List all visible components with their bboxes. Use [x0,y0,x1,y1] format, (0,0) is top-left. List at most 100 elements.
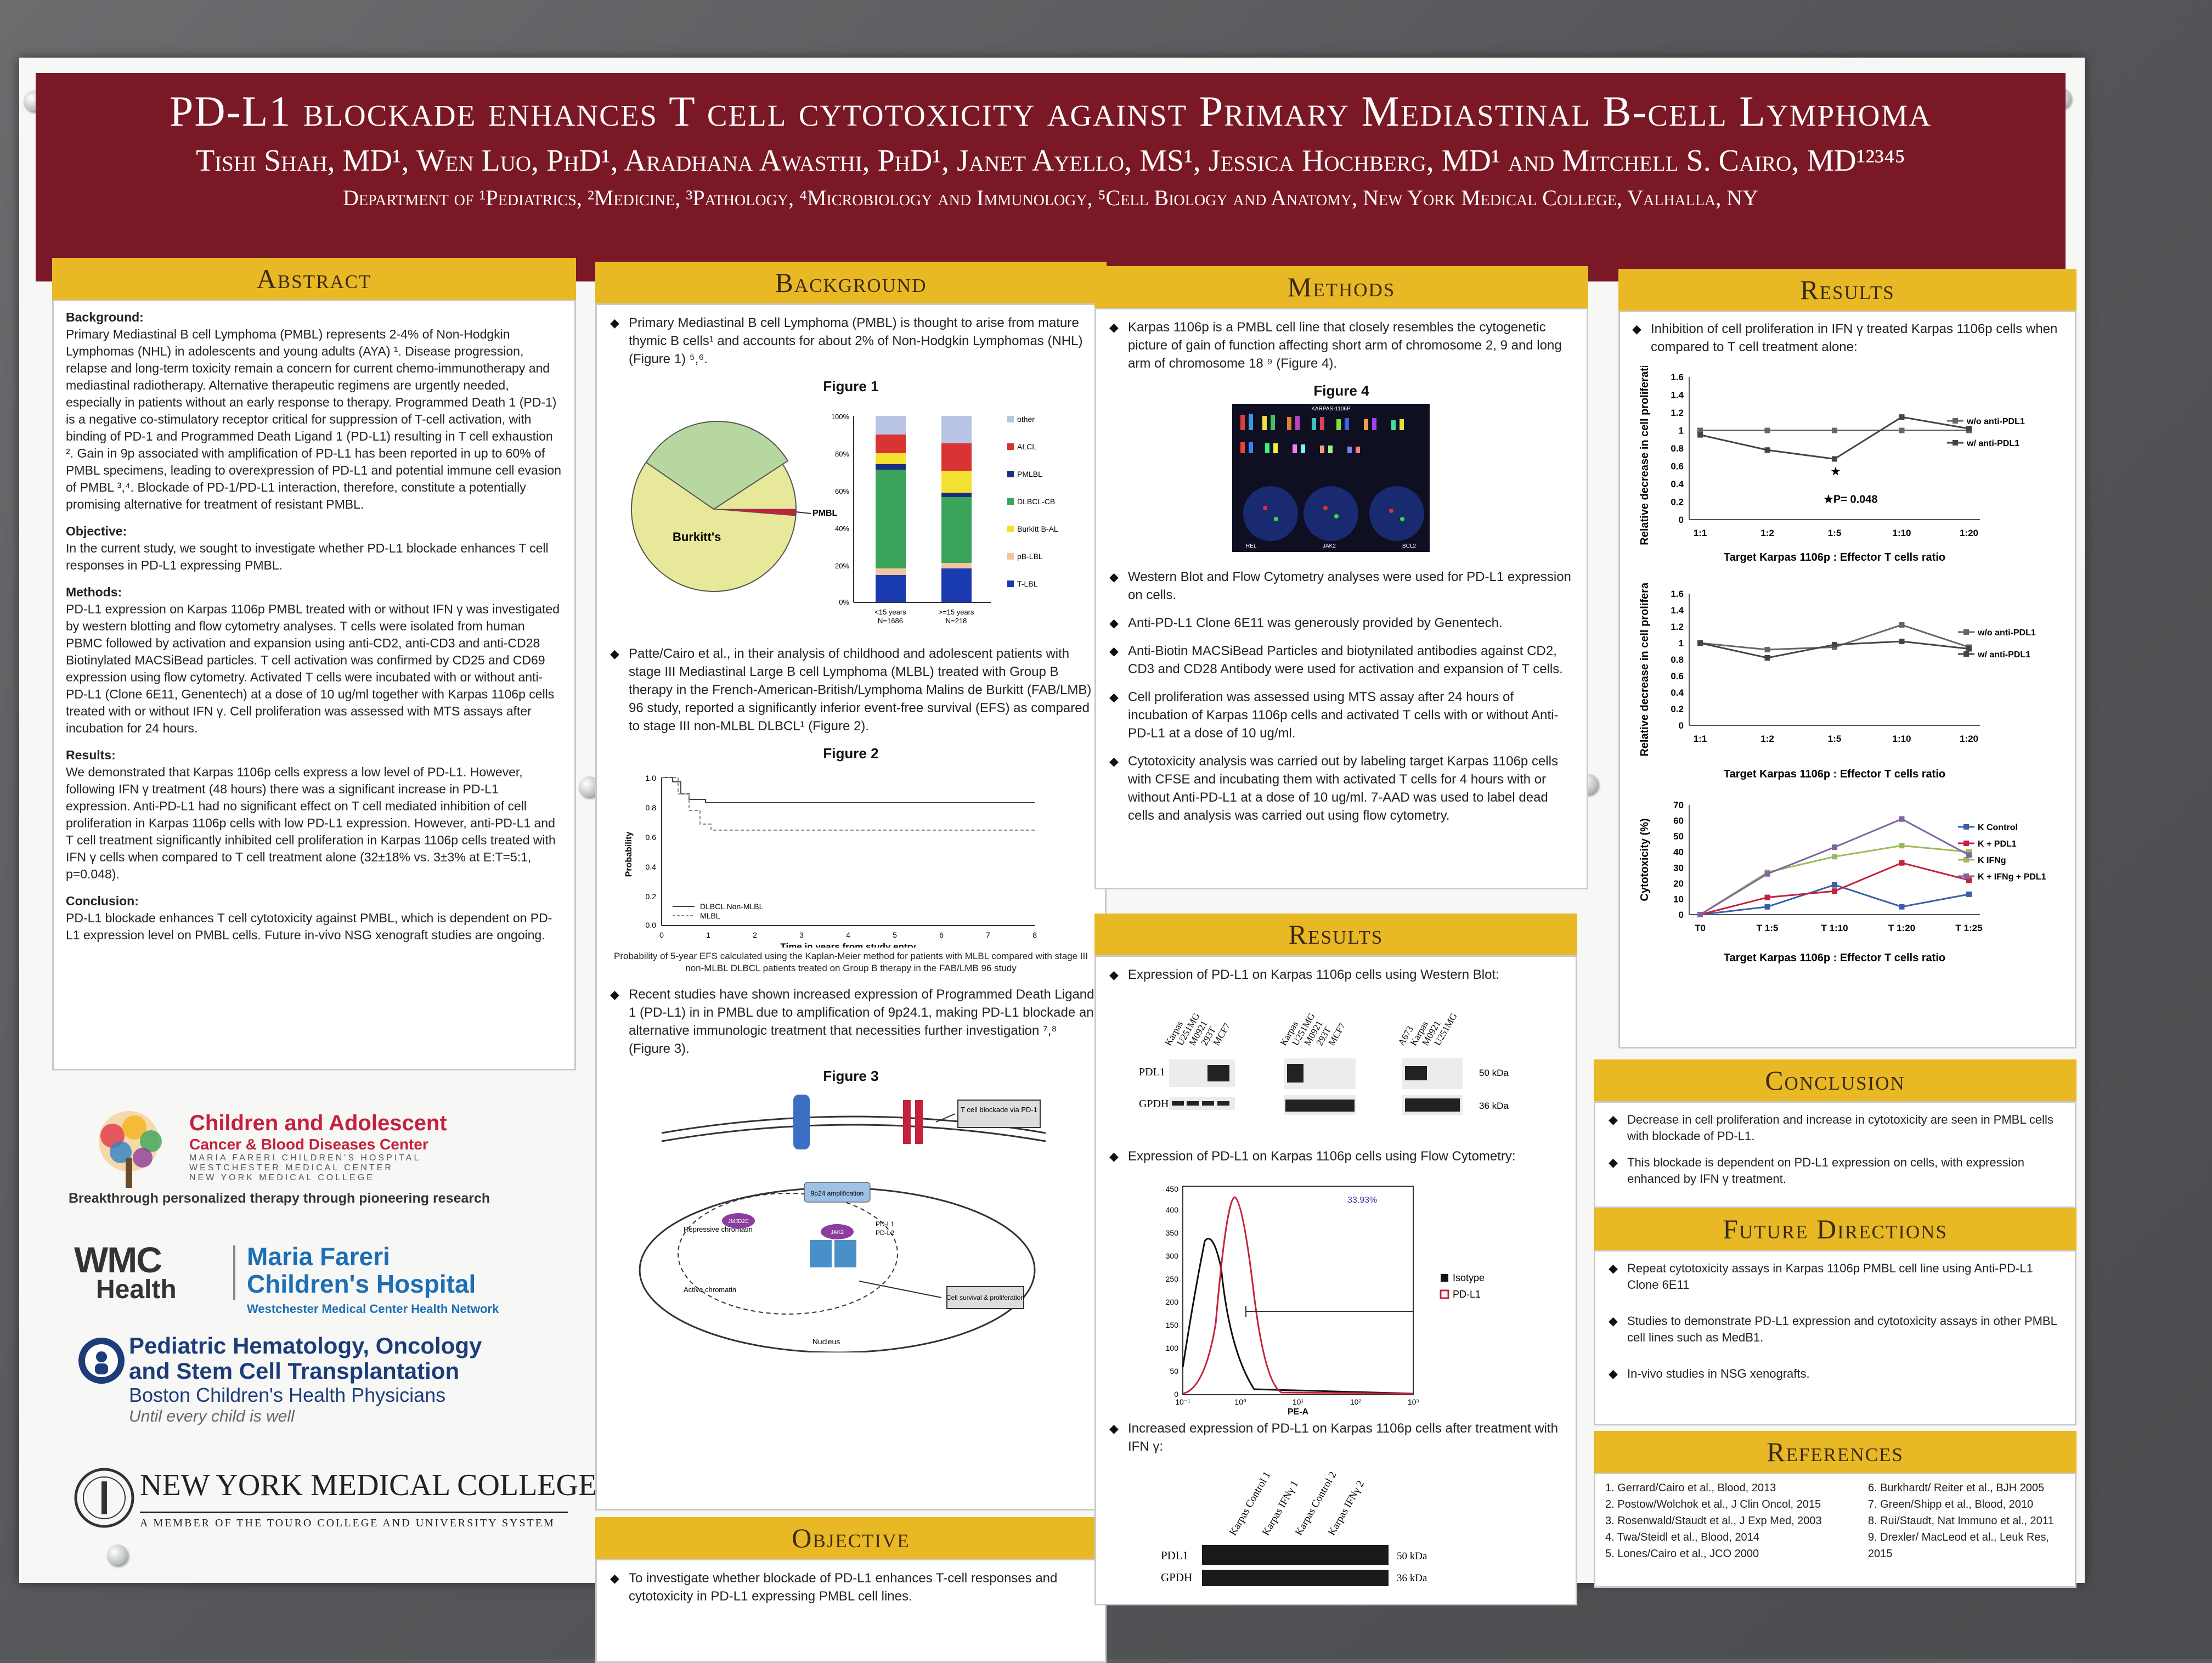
abstract-column: Abstract Background: Primary Mediastinal… [52,258,597,1564]
figure1-title: Figure 1 [823,378,879,394]
svg-text:0.2: 0.2 [646,892,657,901]
fig3-tcell-label: T cell blockade via PD-1 [961,1106,1037,1114]
cacbd-line1: Children and Adolescent [189,1111,447,1135]
mfch-line2: Children's Hospital [247,1270,476,1298]
y-tick-label: 10 [1673,894,1684,904]
y-tick-label: 0 [1679,720,1684,731]
abstract-background-text: Primary Mediastinal B cell Lymphoma (PMB… [66,327,562,511]
flow-ytick-50: 50 [1170,1367,1178,1376]
data-point [1966,849,1972,855]
fig4-bcl2: BCL2 [1402,543,1416,549]
results-flow-bullet: Expression of PD-L1 on Karpas 1106p cell… [1106,1147,1566,1165]
methods-column: Methods Karpas 1106p is a PMBL cell line… [1094,266,1588,1605]
figure2-caption: Probability of 5-year EFS calculated usi… [614,951,1088,973]
data-point [1764,894,1770,900]
data-point [1832,882,1837,888]
ifn-kda-50: 50 kDa [1397,1551,1427,1562]
fig3-amp-label: 9p24 amplification [811,1190,864,1197]
svg-text:2: 2 [753,931,757,939]
phos-line1: Pediatric Hematology, Oncology [129,1333,482,1358]
x-tick-label: 1:10 [1892,528,1911,538]
flow-ytick-350: 350 [1166,1228,1179,1237]
significance-note: ★P= 0.048 [1824,494,1878,506]
legend-marker [1963,857,1969,862]
flow-ytick-250: 250 [1166,1275,1179,1283]
ifn-pdl1-label: PDL1 [1161,1549,1189,1562]
abstract-results-label: Results: [66,748,116,762]
objective-header: Objective [595,1517,1107,1559]
data-point [1764,427,1770,433]
km-legend-1: DLBCL Non-MLBL [700,902,764,911]
logo-divider [233,1245,235,1300]
legend-burkitt: Burkitt B-AL [1017,525,1058,533]
cacbd-tagline: Breakthrough personalized therapy throug… [69,1191,490,1206]
phos-line2: and Stem Cell Transplantation [129,1358,460,1384]
y-tick-label: 0.4 [1671,687,1684,698]
flow-ytick-0: 0 [1174,1390,1178,1399]
legend-label: K + PDL1 [1978,839,2017,849]
objective-box: To investigate whether blockade of PD-L1… [595,1559,1107,1663]
x-tick-label: 1:2 [1760,734,1774,744]
bar-label-2: >=15 years [938,608,974,616]
reference-8: 8. Rui/Staudt, Nat Immuno et al., 2011 [1867,1515,2054,1527]
legend-marker [1953,440,1958,446]
svg-text:0: 0 [659,931,664,939]
fig4-rel: REL [1246,543,1257,549]
data-point [1832,456,1837,462]
svg-text:4: 4 [846,931,850,939]
figure1-legend: other ALCL PMLBL DLBCL-CB Burkitt B-AL p… [1007,415,1058,588]
data-point [1899,622,1905,628]
abstract-methods-text: PD-L1 expression on Karpas 1106p PMBL tr… [66,602,560,735]
y-tick-label: 0.8 [1671,443,1684,454]
results-mid-box: Expression of PD-L1 on Karpas 1106p cell… [1094,955,1577,1605]
abstract-conclusion-text: PD-L1 blockade enhances T cell cytotoxic… [66,911,552,942]
legend-label: w/o anti-PDL1 [1977,628,2036,638]
background-bullet-3: Recent studies have shown increased expr… [607,985,1095,1058]
fig3-jmjd2c: JMJD2C [728,1219,749,1225]
y-tick-label: 1.4 [1671,605,1684,616]
data-point [1764,647,1770,652]
x-tick-label: 1:20 [1960,734,1978,744]
wb-kda-50: 50 kDa [1479,1068,1509,1078]
cacbd-line5: NEW YORK MEDICAL COLLEGE [189,1173,375,1182]
flow-xtick-1: 10⁻¹ [1175,1397,1190,1406]
reference-3: 3. Rosenwald/Staudt et al., J Exp Med, 2… [1605,1515,1822,1527]
y-axis-title: Cytotoxicity (%) [1639,818,1651,901]
tree-logo-icon [99,1111,162,1188]
y-tick-label: 60 [1673,816,1684,826]
flow-percent: 33.93% [1347,1196,1377,1205]
svg-text:100%: 100% [831,413,850,421]
y-tick-label: 0 [1679,910,1684,920]
wb-pdl1-label: PDL1 [1139,1066,1165,1078]
y-tick-label: 0 [1679,515,1684,525]
y-tick-label: 0.2 [1671,497,1684,508]
svg-text:5: 5 [893,931,897,939]
abstract-methods-label: Methods: [66,585,122,599]
figure1-graphic: Burkitt's PMBL 100% 80% 60% 40% 20% 0% [631,413,1058,625]
data-point [1697,427,1703,433]
figure4-title: Figure 4 [1313,382,1369,399]
x-tick-label: T 1:5 [1757,923,1779,933]
legend-label: w/ anti-PDL1 [1977,650,2030,659]
western-blot-ifn: Karpas Control 1 Karpas IFNγ 1 Karpas Co… [1106,1465,1566,1592]
results-right-bullet: Inhibition of cell proliferation in IFN … [1629,320,2066,356]
legend-alcl: ALCL [1017,442,1036,451]
flow-ytick-100: 100 [1166,1344,1179,1352]
x-tick-label: 1:5 [1828,528,1842,538]
data-point [1832,854,1837,860]
bar-n-1: N=1686 [878,617,903,625]
svg-text:6: 6 [939,931,944,939]
methods-bullet-4: Anti-Biotin MACSiBead Particles and biot… [1106,642,1577,678]
references-header: References [1594,1431,2076,1473]
ifn-blot-pdl1 [1202,1545,1389,1565]
bar-n-2: N=218 [946,617,967,625]
data-point [1832,844,1837,850]
flow-legend-isotype: Isotype [1453,1272,1485,1283]
data-point [1966,891,1972,897]
reference-9: 9. Drexler/ MacLeod et al., Leuk Res, 20… [1867,1531,2050,1560]
x-tick-label: 1:5 [1828,734,1842,744]
data-point [1899,860,1905,866]
svg-text:60%: 60% [835,487,849,495]
abstract-background-label: Background: [66,310,144,324]
x-axis-title: Target Karpas 1106p : Effector T cells r… [1724,551,1945,563]
